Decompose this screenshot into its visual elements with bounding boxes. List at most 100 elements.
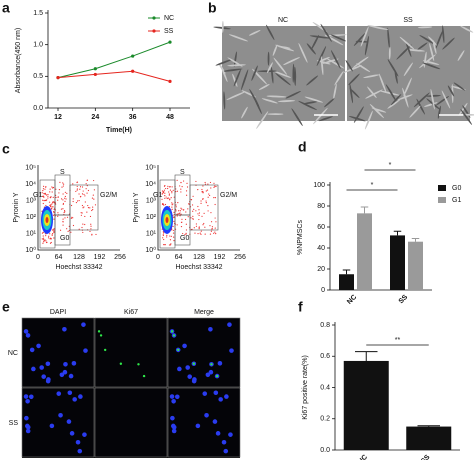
event xyxy=(211,228,213,230)
point xyxy=(93,72,97,77)
event xyxy=(42,239,45,241)
event xyxy=(185,229,188,231)
cell xyxy=(333,83,337,100)
event xyxy=(162,237,164,239)
event xyxy=(185,223,187,225)
event xyxy=(49,205,52,208)
cell xyxy=(422,60,440,65)
event xyxy=(215,233,217,235)
cell xyxy=(320,56,324,76)
nucleus xyxy=(208,369,214,375)
y-tick-label: 20 xyxy=(317,266,325,273)
event xyxy=(188,203,190,205)
cell xyxy=(324,98,335,108)
event xyxy=(211,226,214,228)
event xyxy=(49,196,51,199)
event xyxy=(169,244,172,246)
error-bar xyxy=(417,425,440,427)
event xyxy=(209,225,211,227)
cell xyxy=(442,25,445,44)
axis xyxy=(47,10,190,109)
nucleus xyxy=(223,448,229,454)
gate xyxy=(69,184,99,231)
event xyxy=(171,202,173,204)
event xyxy=(215,221,217,223)
y-axis-label: Absorbance(450 nm) xyxy=(15,28,22,93)
cell xyxy=(232,73,238,87)
legend-label: NC xyxy=(164,15,174,22)
event xyxy=(185,211,187,213)
event xyxy=(195,180,197,183)
cell xyxy=(258,83,270,91)
event xyxy=(205,200,207,202)
x-tick-label: 12 xyxy=(54,114,62,121)
event xyxy=(45,240,47,242)
x-tick-label: 0 xyxy=(156,254,160,261)
cell xyxy=(312,107,328,125)
event xyxy=(162,191,164,193)
event xyxy=(87,204,89,207)
cell xyxy=(320,23,332,42)
event xyxy=(42,242,44,244)
event xyxy=(76,181,79,183)
event xyxy=(173,220,175,222)
event xyxy=(207,196,209,198)
event xyxy=(207,183,209,185)
event xyxy=(206,189,209,191)
event xyxy=(42,185,45,187)
point xyxy=(168,40,172,44)
ki67-signal xyxy=(172,334,176,337)
event xyxy=(51,203,53,205)
event xyxy=(168,191,170,193)
event xyxy=(172,229,174,232)
cell xyxy=(227,64,246,67)
cell xyxy=(403,62,413,77)
nucleus xyxy=(205,372,211,378)
event xyxy=(179,212,181,214)
cell xyxy=(233,69,241,87)
cell xyxy=(277,100,296,103)
line xyxy=(57,41,171,79)
event xyxy=(78,193,80,195)
cell xyxy=(306,75,319,86)
event xyxy=(57,212,59,214)
event xyxy=(53,212,55,214)
cell xyxy=(283,57,300,66)
event xyxy=(209,194,211,197)
event xyxy=(175,206,177,208)
event xyxy=(170,235,172,237)
cell xyxy=(430,89,435,110)
event xyxy=(175,204,177,206)
event xyxy=(198,214,200,217)
event xyxy=(192,195,194,197)
event xyxy=(183,209,185,211)
nucleus xyxy=(221,439,227,445)
event xyxy=(44,192,46,194)
event xyxy=(79,186,82,188)
event xyxy=(64,191,67,193)
nucleus xyxy=(24,415,29,421)
event xyxy=(181,218,183,220)
event xyxy=(62,185,64,187)
event xyxy=(72,200,74,203)
event xyxy=(191,204,194,206)
event xyxy=(177,213,179,215)
y-tick-label: 100 xyxy=(313,182,325,189)
cell xyxy=(345,59,353,72)
cell xyxy=(379,90,400,96)
legend-swatch xyxy=(438,185,446,191)
nucleus xyxy=(31,366,36,372)
event xyxy=(210,212,212,214)
event xyxy=(84,215,86,218)
event xyxy=(76,185,78,188)
event xyxy=(200,200,202,202)
cell xyxy=(311,34,320,50)
event xyxy=(182,180,185,182)
x-tick-label: 128 xyxy=(193,254,205,261)
nucleus xyxy=(185,365,190,370)
event xyxy=(78,228,80,230)
event xyxy=(187,208,189,210)
micrograph xyxy=(222,26,345,121)
x-tick-label: SS xyxy=(398,294,410,306)
gate-label: G0 xyxy=(180,235,189,242)
